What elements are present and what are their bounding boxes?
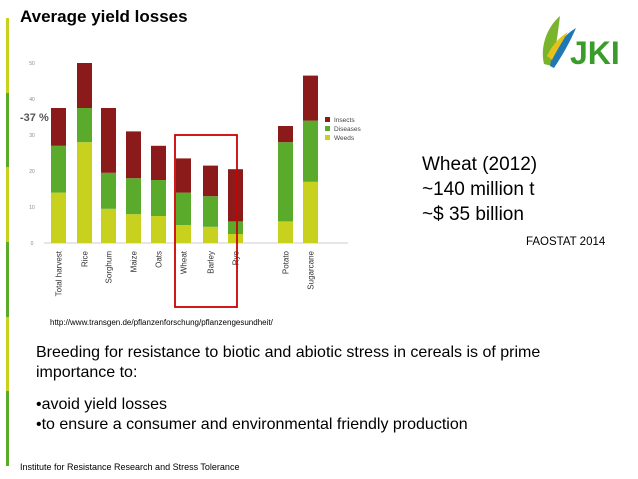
x-tick-label: Sorghum [105,251,114,284]
bar-segment-weeds [51,192,66,243]
jki-logo: JKI [542,16,620,71]
bullet-1: •avoid yield losses [36,396,167,413]
y-tick-label: 50 [29,61,35,67]
x-tick-label: Sugarcane [307,250,316,289]
source-label: FAOSTAT 2014 [526,236,606,248]
bar-segment-weeds [101,208,116,243]
x-tick-label: Rye [232,250,241,265]
bar-segment-diseases [278,142,293,222]
wheat-callout: Wheat (2012) ~140 million t ~$ 35 billio… [422,152,537,227]
side-strip-segment [6,18,9,93]
bar-segment-weeds [303,181,318,243]
body-text: Breeding for resistance to biotic and ab… [36,343,616,435]
body-intro: Breeding for resistance to biotic and ab… [36,344,541,381]
bar-segment-insects [77,63,92,108]
y-tick-label: 30 [29,133,35,139]
legend-swatch-weeds [325,135,330,140]
highlight-box [174,134,238,308]
side-strip-segment [6,167,9,242]
bullet-2: •to ensure a consumer and environmental … [36,416,468,433]
bar-segment-insects [303,75,318,121]
y-tick-label: 20 [29,169,35,175]
legend-label-insects: Insects [334,117,355,124]
side-strip-segment [6,92,9,168]
bar-segment-insects [126,131,141,179]
bar-segment-diseases [77,108,92,143]
bar-segment-weeds [126,214,141,243]
bar-segment-weeds [203,226,218,243]
legend-swatch-diseases [325,126,330,131]
callout-line-2: ~140 million t [422,179,535,200]
bar-segment-diseases [126,178,141,215]
bar-segment-insects [176,158,191,193]
legend-label-diseases: Diseases [334,126,361,133]
x-tick-label: Maize [130,250,139,272]
bar-segment-insects [278,126,293,143]
bar-segment-diseases [228,221,243,234]
x-tick-label: Total harvest [55,250,64,296]
logo-text: JKI [570,35,620,71]
y-tick-label: 40 [29,97,35,103]
source-url: http://www.transgen.de/pflanzenforschung… [50,318,273,327]
bar-segment-weeds [77,142,92,243]
bar-segment-weeds [151,216,166,243]
loss-annotation: -37 % [20,112,49,124]
logo-leaf-green [542,16,560,66]
legend: Insects Diseases Weeds [325,117,361,142]
x-tick-label: Barley [207,251,216,274]
slide-title: Average yield losses [20,7,188,26]
side-strip-segment [6,242,9,317]
bar-segment-insects [228,169,243,222]
x-tick-label: Rice [81,250,90,267]
footer-text: Institute for Resistance Research and St… [20,462,240,472]
legend-label-weeds: Weeds [334,135,355,142]
callout-line-3: ~$ 35 billion [422,204,524,225]
bar-segment-insects [203,165,218,197]
bars [51,63,318,243]
bar-segment-diseases [151,180,166,216]
y-axis: 0 10 20 30 40 50 [29,61,35,247]
bar-segment-diseases [303,120,318,182]
side-decoration-strip [6,18,9,466]
x-tick-label: Wheat [180,250,189,274]
y-tick-label: 0 [31,241,34,247]
bar-segment-diseases [51,145,66,193]
bar-segment-diseases [101,172,116,209]
x-tick-label: Potato [282,250,291,274]
bar-segment-weeds [278,221,293,243]
x-axis-labels: Total harvest Rice Sorghum Maize Oats Wheat Ba… [55,250,316,296]
side-strip-segment [6,391,9,466]
logo-leaf-yellow [547,32,568,60]
callout-line-1: Wheat (2012) [422,154,538,175]
bar-segment-insects [151,145,166,180]
bar-segment-insects [101,108,116,173]
yield-loss-chart: 0 10 20 30 40 50 Total harvest Rice Sorghum Maiz… [20,61,361,308]
bar-segment-diseases [203,196,218,227]
bar-segment-weeds [176,225,191,243]
legend-swatch-insects [325,117,330,122]
side-strip-segment [6,316,9,392]
logo-leaf-blue [550,28,576,68]
bar-segment-insects [51,108,66,146]
bar-segment-diseases [176,192,191,225]
bar-segment-weeds [228,234,243,243]
x-tick-label: Oats [155,251,164,268]
y-tick-label: 10 [29,205,35,211]
